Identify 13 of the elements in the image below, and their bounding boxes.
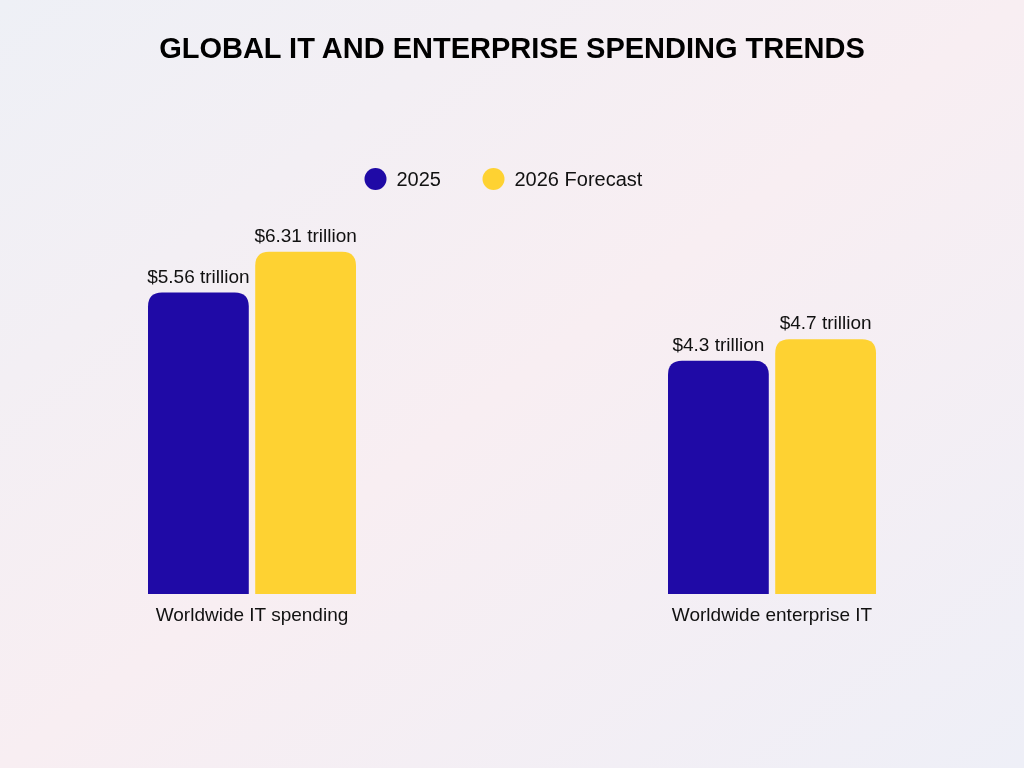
x-tick-label: Worldwide enterprise IT [671, 604, 873, 625]
bar [255, 251, 356, 594]
data-label: $4.3 trillion [672, 333, 765, 355]
bar [668, 360, 769, 594]
legend-label: 2026 Forecast [514, 168, 643, 190]
legend-label: 2025 [396, 168, 441, 190]
x-tick-label: Worldwide IT spending [155, 604, 349, 625]
bar [775, 339, 876, 594]
bar [148, 292, 249, 594]
chart-title: GLOBAL IT AND ENTERPRISE SPENDING TRENDS [159, 32, 865, 64]
data-label: $4.7 trillion [779, 312, 872, 334]
data-label: $5.56 trillion [147, 265, 250, 287]
data-label: $6.31 trillion [254, 224, 357, 246]
